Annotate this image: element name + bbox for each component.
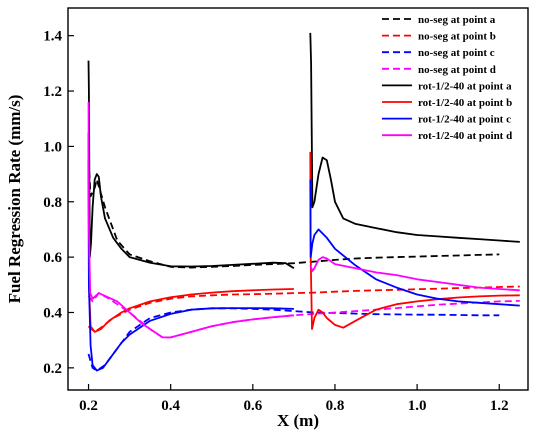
axes: 0.2 0.4 0.6 0.8 1.0 1.2 0.2 0.4 0.6 0.8 1.0 1.2 1.4: [43, 29, 508, 414]
legend-label: rot-1/2-40 at point c: [418, 114, 511, 126]
series-line-8: [309, 256, 520, 292]
legend-label: rot-1/2-40 at point b: [418, 97, 512, 109]
series-line-6: [87, 160, 294, 333]
y-axis-title: Fuel Regression Rate (mm/s): [5, 95, 24, 304]
series-line-5: [87, 60, 295, 269]
y-tick-label: 0.6: [43, 250, 62, 266]
series-line-6: [309, 151, 520, 330]
legend-label: rot-1/2-40 at point a: [418, 80, 512, 92]
y-tick-label: 1.2: [43, 84, 62, 100]
y-tick-label: 1.4: [43, 29, 62, 45]
series-line-3: [87, 307, 500, 372]
x-tick-label: 1.0: [408, 398, 427, 414]
x-tick-label: 0.2: [79, 398, 98, 414]
x-tick-label: 0.4: [161, 398, 180, 414]
y-tick-label: 0.2: [43, 361, 62, 377]
legend-label: rot-1/2-40 at point d: [418, 130, 512, 142]
series-line-2: [87, 285, 520, 333]
x-axis-title: X (m): [277, 411, 319, 430]
y-tick-label: 0.4: [43, 305, 62, 321]
legend-label: no-seg at point d: [418, 64, 496, 76]
series-line-5: [309, 32, 520, 243]
plot-area: [87, 32, 520, 372]
legend: no-seg at point a no-seg at point b no-seg…: [382, 14, 512, 142]
x-tick-label: 0.8: [326, 398, 345, 414]
x-tick-label: 1.2: [490, 398, 509, 414]
x-tick-label: 0.6: [243, 398, 262, 414]
series-line-7: [87, 132, 294, 372]
legend-label: no-seg at point c: [418, 47, 495, 59]
series-line-8: [87, 102, 294, 339]
y-tick-label: 1.0: [43, 139, 62, 155]
series-line-1: [87, 160, 500, 269]
plot-frame: [67, 7, 529, 391]
series-line-7: [309, 179, 520, 307]
y-tick-label: 0.8: [43, 195, 62, 211]
legend-label: no-seg at point a: [418, 14, 496, 26]
legend-label: no-seg at point b: [418, 31, 496, 43]
